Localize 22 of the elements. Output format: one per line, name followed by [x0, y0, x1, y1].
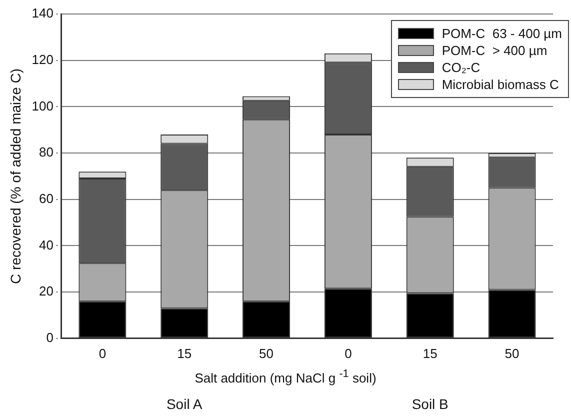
y-tick-label: 20	[39, 284, 54, 299]
text: Soil A	[166, 396, 202, 412]
y-tick-label: 0	[46, 330, 54, 345]
y-tick-label: 120	[32, 52, 54, 67]
x-tick-label: 15	[177, 346, 192, 361]
x-tick-label: 0	[344, 346, 352, 361]
x-tick-label: 15	[422, 346, 438, 361]
x-tick-label: 0	[98, 346, 106, 361]
legend-label: POM-C > 400 µm	[442, 43, 548, 58]
x-tick-label: 50	[504, 346, 520, 361]
x-tick-label: 50	[259, 346, 274, 361]
text: Soil B	[412, 396, 448, 412]
y-tick-label: 80	[39, 144, 54, 160]
y-tick-label: 140	[32, 6, 54, 21]
x-axis-title: Salt addition (mg NaCl g $^{-1}$ soil)	[194, 368, 378, 386]
legend-label: CO₂-C	[442, 60, 480, 75]
y-tick-label: 60	[39, 190, 54, 206]
y-axis-title: C recovered (% of added maize C)	[7, 68, 24, 284]
y-tick-label: 100	[32, 98, 54, 114]
y-tick-label: 40	[39, 237, 54, 252]
legend-label: Microbial biomass C	[442, 77, 559, 92]
legend-label: POM-C 63 - 400 µm	[442, 26, 562, 41]
